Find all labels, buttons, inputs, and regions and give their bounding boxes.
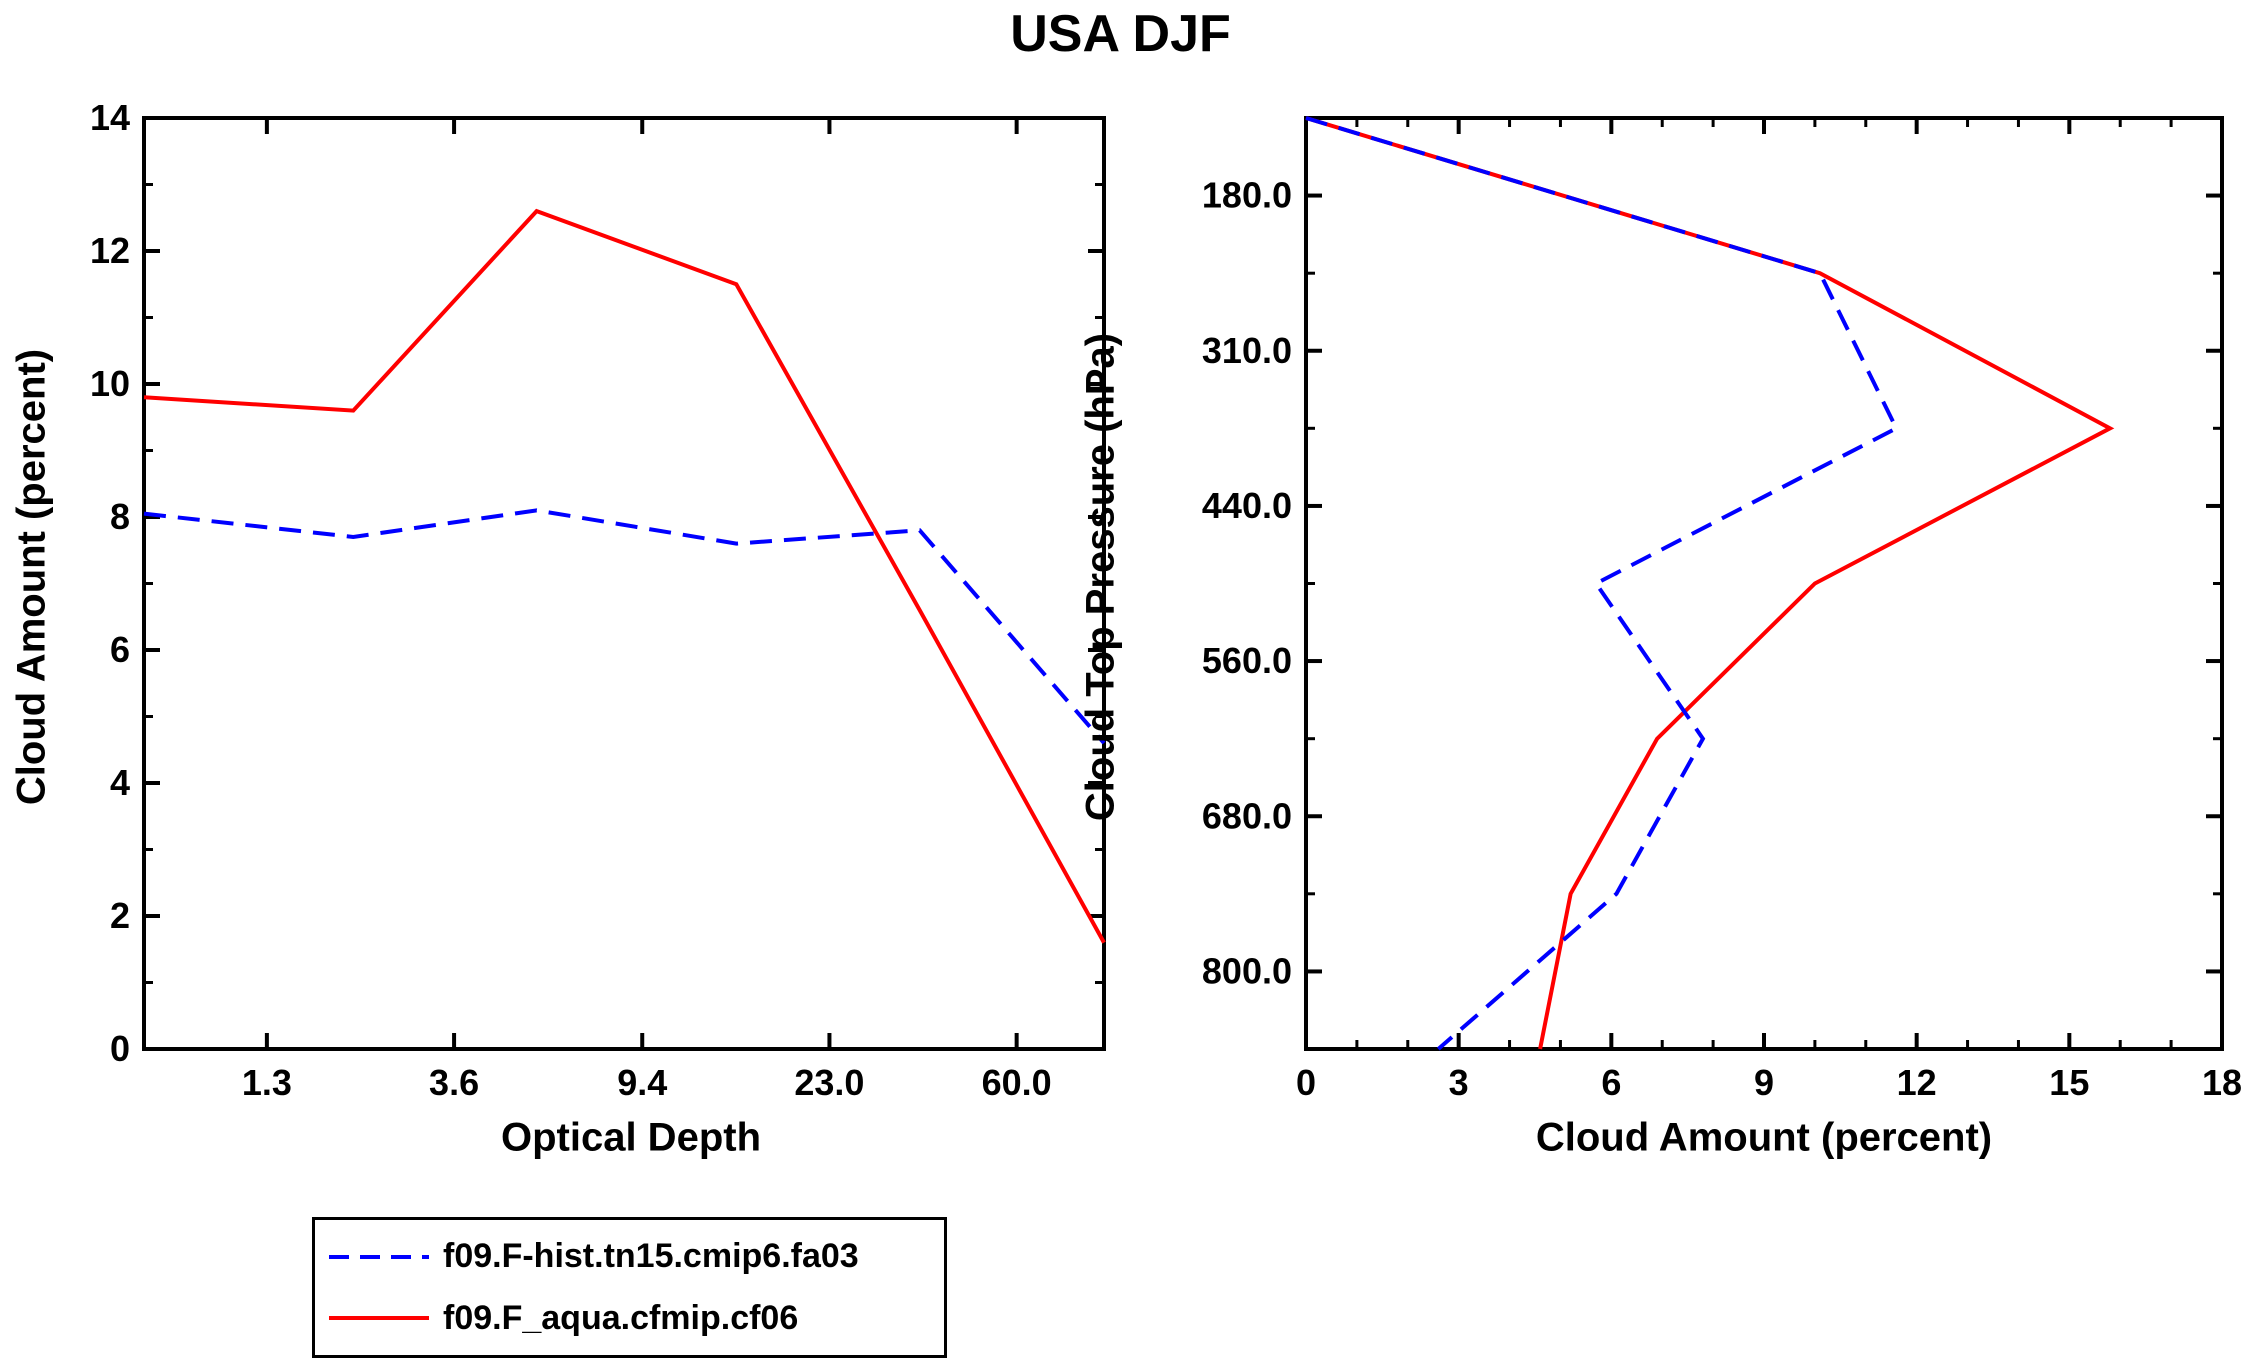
tick-label: 9	[1754, 1062, 1774, 1103]
left-y-axis-label: Cloud Amount (percent)	[9, 348, 54, 806]
tick-label: 14	[90, 97, 130, 138]
right-y-axis-label: Cloud Top Pressure (hPa)	[1078, 332, 1123, 822]
tick-label: 18	[2202, 1062, 2241, 1103]
tick-label: 440.0	[1202, 485, 1292, 526]
tick-label: 60.0	[982, 1062, 1052, 1103]
tick-label: 12	[1897, 1062, 1937, 1103]
chart-title: USA DJF	[1010, 5, 1231, 63]
tick-label: 0	[1296, 1062, 1316, 1103]
legend-line-sample-solid	[329, 1316, 429, 1321]
legend-item: f09.F-hist.tn15.cmip6.fa03	[329, 1237, 944, 1276]
legend-label: f09.F-hist.tn15.cmip6.fa03	[443, 1237, 859, 1276]
tick-label: 3	[1449, 1062, 1469, 1103]
left-panel-frame	[142, 116, 1106, 1051]
tick-label: 3.6	[429, 1062, 479, 1103]
tick-label: 680.0	[1202, 795, 1292, 836]
left-x-axis-label: Optical Depth	[500, 1115, 762, 1160]
tick-label: 800.0	[1202, 950, 1292, 991]
tick-label: 4	[110, 762, 130, 803]
tick-label: 23.0	[794, 1062, 864, 1103]
tick-label: 8	[110, 496, 130, 537]
series-line-1	[1305, 116, 2115, 1050]
legend-item: f09.F_aqua.cfmip.cf06	[329, 1299, 944, 1338]
right-x-axis-label: Cloud Amount (percent)	[1535, 1115, 1993, 1160]
series-line-1	[143, 208, 1106, 944]
tick-label: 1.3	[242, 1062, 292, 1103]
tick-label: 10	[90, 363, 130, 404]
legend: f09.F-hist.tn15.cmip6.fa03 f09.F_aqua.cf…	[312, 1217, 947, 1358]
tick-label: 12	[90, 230, 130, 271]
tick-label: 2	[110, 895, 130, 936]
series-line-0	[1305, 116, 1899, 1051]
legend-label: f09.F_aqua.cfmip.cf06	[443, 1298, 799, 1337]
series-line-0	[143, 508, 1106, 745]
tick-label: 560.0	[1202, 640, 1292, 681]
tick-label: 6	[1601, 1062, 1621, 1103]
tick-label: 9.4	[617, 1062, 667, 1103]
tick-label: 0	[110, 1028, 130, 1069]
tick-label: 310.0	[1202, 330, 1292, 371]
legend-line-sample-dashed	[329, 1254, 429, 1259]
tick-label: 6	[110, 629, 130, 670]
tick-label: 180.0	[1202, 175, 1292, 216]
tick-label: 15	[2049, 1062, 2089, 1103]
